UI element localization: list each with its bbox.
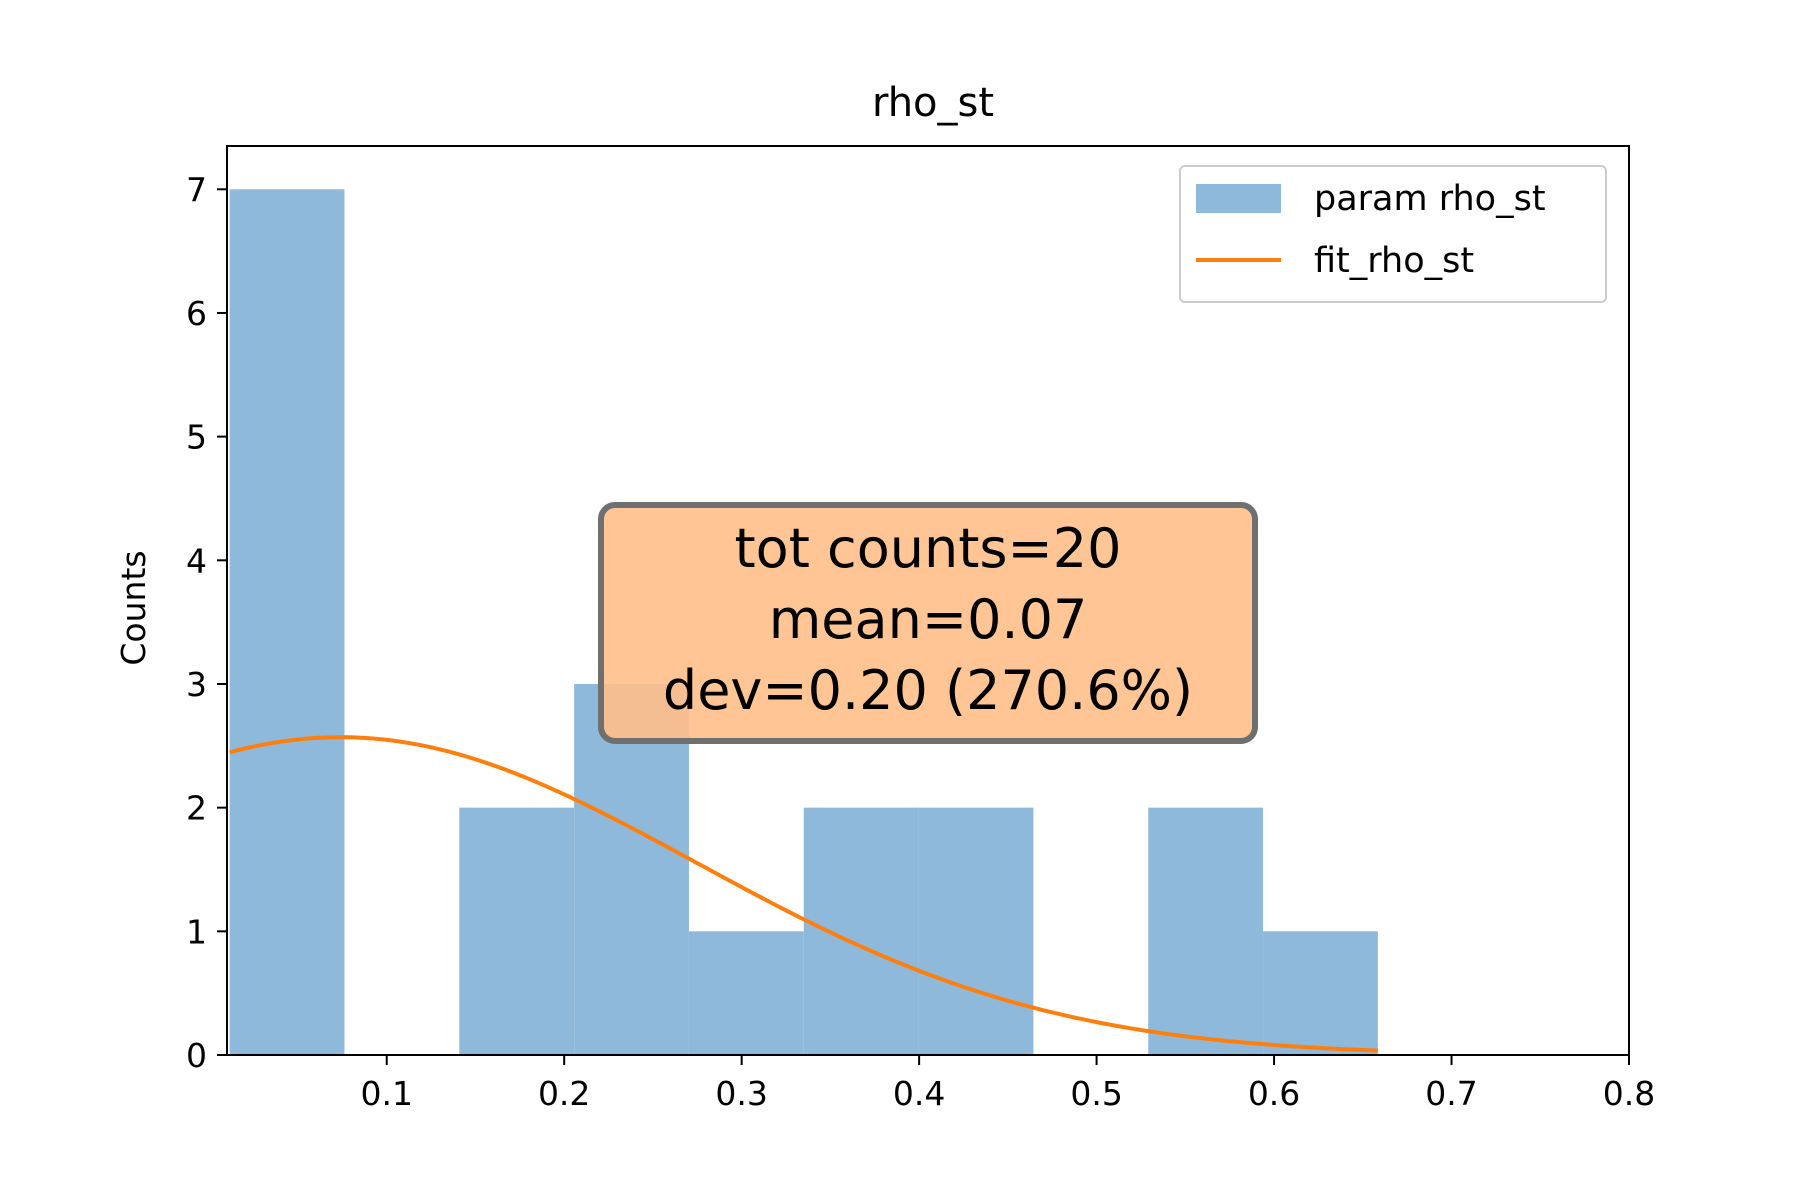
x-tick-label: 0.4 <box>893 1074 945 1113</box>
y-tick-label: 0 <box>186 1036 207 1075</box>
x-tick-label: 0.2 <box>538 1074 590 1113</box>
y-tick-label: 7 <box>186 170 207 209</box>
histogram-bar <box>1263 931 1378 1055</box>
histogram-bar <box>574 683 689 1055</box>
stats-total-counts: tot counts=20 <box>735 517 1122 580</box>
histogram-bar <box>918 807 1034 1055</box>
y-tick-label: 6 <box>186 294 207 333</box>
legend-frame <box>1179 165 1607 303</box>
chart-title: rho_st <box>872 80 994 126</box>
stats-annotation: tot counts=20 mean=0.07 dev=0.20 (270.6%… <box>598 502 1258 744</box>
y-tick-label: 1 <box>186 912 207 951</box>
x-tick-label: 0.1 <box>360 1074 412 1113</box>
histogram-bar <box>803 807 919 1055</box>
x-tick-label: 0.6 <box>1248 1074 1300 1113</box>
stats-deviation: dev=0.20 (270.6%) <box>663 659 1193 722</box>
plot-frame <box>226 145 1630 1056</box>
x-tick-label: 0.7 <box>1425 1074 1477 1113</box>
y-tick-label: 4 <box>186 541 207 580</box>
histogram-bars <box>229 189 1378 1056</box>
legend-label-fit: fit_rho_st <box>1314 241 1474 281</box>
histogram-bar <box>688 931 804 1055</box>
x-tick-label: 0.8 <box>1603 1074 1655 1113</box>
legend-swatch-histogram <box>1196 184 1281 213</box>
histogram-bar <box>459 807 575 1055</box>
x-tick-label: 0.3 <box>715 1074 767 1113</box>
fit-line <box>229 735 1378 1053</box>
histogram-bar <box>1148 807 1264 1055</box>
histogram-bar <box>229 189 345 1056</box>
x-tick-label: 0.5 <box>1070 1074 1122 1113</box>
stats-annotation-box <box>598 502 1258 744</box>
y-tick-label: 3 <box>186 665 207 704</box>
legend-label-histogram: param rho_st <box>1314 179 1546 219</box>
y-axis-label: Counts <box>114 550 153 665</box>
y-tick-label: 5 <box>186 418 207 457</box>
x-axis-ticks: 0.1 0.2 0.3 0.4 0.5 0.6 0.7 0.8 <box>360 1055 1655 1113</box>
stats-mean: mean=0.07 <box>769 588 1088 651</box>
y-tick-label: 2 <box>186 789 207 828</box>
fit-line-layer <box>229 735 1378 1053</box>
legend: param rho_st fit_rho_st <box>1179 165 1607 303</box>
y-axis-ticks: 0 1 2 3 4 5 6 7 <box>186 170 227 1075</box>
